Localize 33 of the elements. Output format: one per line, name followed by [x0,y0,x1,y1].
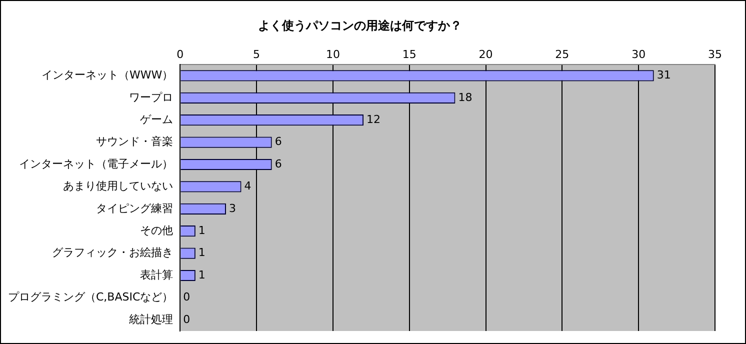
y-tick-label: インターネット（電子メール） [19,157,174,170]
data-label: 18 [458,90,472,104]
chart-title: よく使うパソコンの用途は何ですか？ [258,18,462,32]
data-label: 4 [244,180,252,193]
y-tick-label: ワープロ [129,90,174,104]
x-tick-label: 35 [708,48,722,61]
data-label: 3 [229,202,236,215]
y-tick-label: タイピング練習 [96,202,174,215]
y-tick-label: ゲーム [140,112,174,126]
x-tick-label: 20 [478,48,493,61]
data-label: 1 [198,224,206,237]
x-tick-label: 30 [632,48,646,61]
data-label: 0 [183,312,190,326]
data-label: 1 [198,246,206,260]
x-tick-label: 25 [555,48,570,61]
x-tick-label: 15 [402,48,416,61]
y-tick-label: サウンド・音楽 [96,135,174,148]
y-tick-label: インターネット（WWW） [42,68,174,82]
y-tick-label: 表計算 [140,268,174,282]
y-tick-label: グラフィック・お絵描き [52,246,174,260]
y-tick-label: あまり使用していない [63,180,174,193]
y-tick-label: 統計処理 [129,312,174,326]
x-tick-label: 10 [326,48,340,61]
data-label: 0 [183,290,190,304]
x-tick-label: 5 [253,48,260,61]
data-label: 1 [198,268,206,282]
y-tick-label: プログラミング（C,BASICなど） [8,290,174,304]
y-tick-label: その他 [140,224,174,237]
data-label: 12 [366,112,381,126]
data-label: 6 [274,135,282,148]
data-label: 6 [274,157,282,170]
data-label: 31 [656,68,671,82]
x-tick-label: 0 [176,48,184,61]
